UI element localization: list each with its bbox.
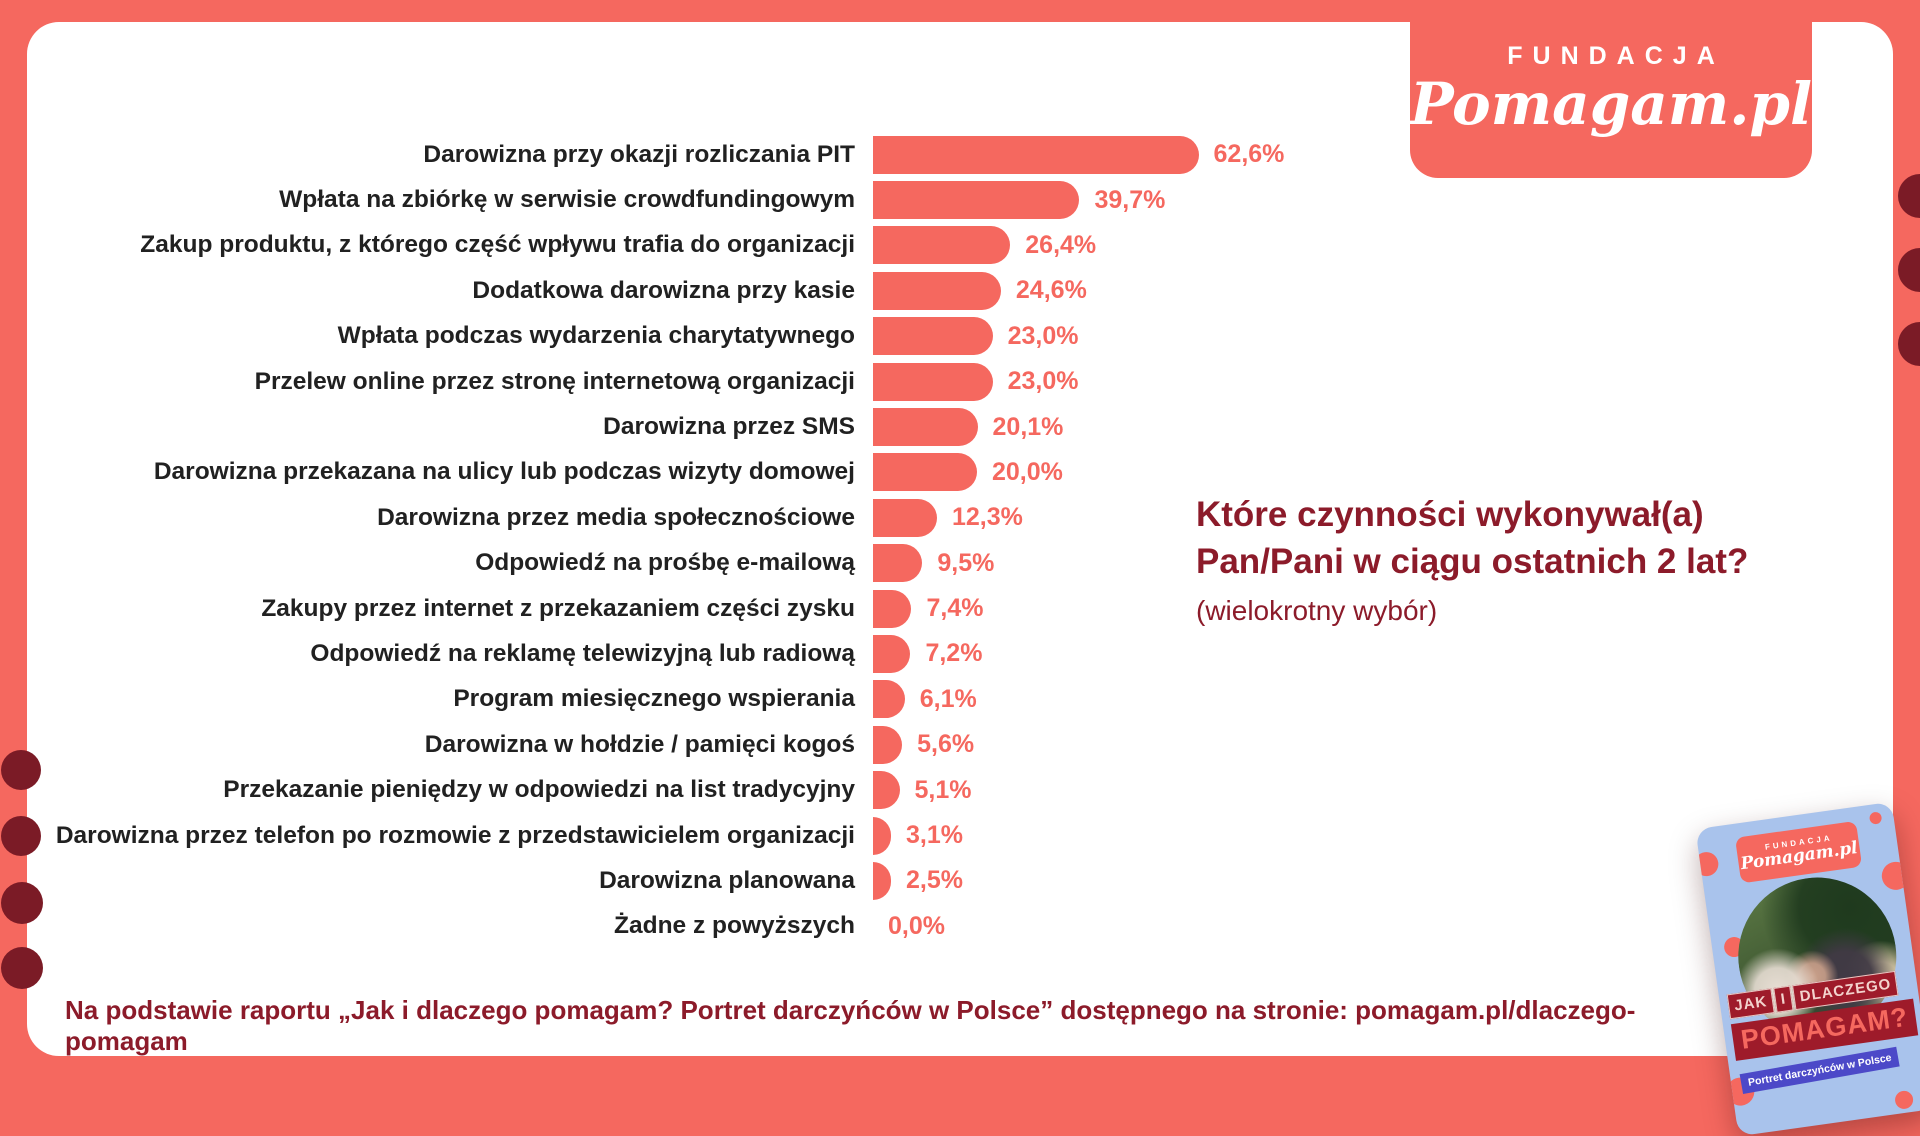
bar-value-label: 3,1%	[906, 821, 963, 850]
bar	[873, 498, 937, 537]
chart-row: Zakup produktu, z którego część wpływu t…	[78, 223, 1284, 268]
report-title-word: I	[1773, 985, 1794, 1013]
chart-row: Dodatkowa darowizna przy kasie 24,6%	[78, 268, 1284, 313]
bar-value-label: 5,1%	[914, 775, 972, 804]
bar-value-label: 39,7%	[1094, 185, 1166, 214]
bar	[873, 771, 900, 810]
bar-category-label: Darowizna przez media społecznościowe	[377, 503, 855, 531]
bar-category-label: Wpłata na zbiórkę w serwisie crowdfundin…	[279, 186, 855, 214]
decor-circle-right-2	[1898, 248, 1920, 292]
bar	[873, 408, 978, 447]
bar	[873, 362, 993, 401]
bar	[873, 226, 1011, 265]
bar-value-label: 20,0%	[992, 457, 1063, 486]
chart-row: Darowizna przez SMS 20,1%	[78, 404, 1284, 449]
bar-value-label: 9,5%	[937, 548, 995, 577]
bar-category-label: Darowizna przez SMS	[603, 413, 855, 441]
chart-row: Darowizna przez telefon po rozmowie z pr…	[55, 813, 1284, 858]
question-note: (wielokrotny wybór)	[1196, 595, 1438, 627]
bar-category-label: Program miesięcznego wspierania	[453, 685, 855, 713]
bar-category-label: Zakupy przez internet z przekazaniem czę…	[261, 594, 855, 622]
question-line-1: Które czynności wykonywał(a)	[1196, 495, 1704, 534]
chart-row: Przelew online przez stronę internetową …	[78, 359, 1284, 404]
bar	[873, 135, 1199, 174]
chart-row: Żadne z powyższych 0,0%	[78, 904, 1284, 949]
logo-text-fundacja: FUNDACJA	[1507, 41, 1725, 70]
report-decor-dot	[1880, 860, 1912, 892]
bar-category-label: Przekazanie pieniędzy w odpowiedzi na li…	[223, 776, 855, 804]
report-cover-card: FUNDACJA Pomagam.pl JAK I DLACZEGO POMAGAM…	[1695, 801, 1920, 1136]
logo-fundacja-pomagam: FUNDACJA Pomagam.pl	[1410, 0, 1812, 178]
question-line-2: Pan/Pani w ciągu ostatnich 2 lat?	[1196, 541, 1749, 581]
bar-value-label: 0,0%	[888, 911, 945, 940]
bar-value-label: 12,3%	[951, 503, 1023, 532]
decor-circle-right-1	[1898, 174, 1920, 218]
report-decor-dot	[1893, 1089, 1915, 1111]
bar-value-label: 24,6%	[1015, 276, 1087, 305]
bar-category-label: Darowizna w hołdzie / pamięci kogoś	[424, 730, 855, 758]
bar-category-label: Dodatkowa darowizna przy kasie	[472, 276, 855, 304]
bar-category-label: Odpowiedź na reklamę telewizyjną lub rad…	[310, 639, 855, 667]
bar-value-label: 62,6%	[1213, 140, 1285, 169]
source-note: Na podstawie raportu „Jak i dlaczego pom…	[65, 995, 1636, 1056]
decor-circle-left-4	[1, 947, 43, 989]
bar-category-label: Przelew online przez stronę internetową …	[254, 367, 855, 395]
bar-value-label: 6,1%	[919, 684, 977, 713]
report-logo-badge: FUNDACJA Pomagam.pl	[1734, 820, 1863, 884]
chart-row: Darowizna w hołdzie / pamięci kogoś 5,6%	[78, 722, 1284, 767]
chart-row: Zakupy przez internet z przekazaniem czę…	[78, 586, 1284, 631]
bar-value-label: 7,4%	[926, 594, 984, 623]
bar-value-label: 20,1%	[992, 412, 1064, 441]
chart-row: Darowizna planowana 2,5%	[78, 858, 1284, 903]
bar	[873, 181, 1080, 220]
chart-row: Odpowiedź na reklamę telewizyjną lub rad…	[78, 631, 1284, 676]
logo-text-pomagam-pl: Pomagam.pl	[1410, 69, 1812, 138]
chart-row: Przekazanie pieniędzy w odpowiedzi na li…	[78, 767, 1284, 812]
bar-chart: Darowizna przy okazji rozliczania PIT 62…	[55, 132, 1284, 949]
bar-value-label: 2,5%	[906, 866, 963, 895]
bar-category-label: Żadne z powyższych	[614, 912, 855, 940]
chart-row: Wpłata podczas wydarzenia charytatywnego…	[78, 314, 1284, 359]
bar-category-label: Odpowiedź na prośbę e-mailową	[475, 549, 855, 577]
chart-row: Darowizna przy okazji rozliczania PIT 62…	[78, 132, 1284, 177]
report-decor-dot	[1868, 811, 1883, 825]
chart-row: Odpowiedź na prośbę e-mailową 9,5%	[78, 541, 1284, 586]
decor-circle-right-3	[1898, 322, 1920, 366]
decor-circle-left-2	[1, 816, 41, 856]
bar-category-label: Darowizna przez telefon po rozmowie z pr…	[55, 821, 855, 849]
chart-row: Darowizna przez media społecznościowe 12…	[78, 495, 1284, 540]
chart-question: Które czynności wykonywał(a) Pan/Pani w …	[1196, 492, 1856, 627]
bar-value-label: 23,0%	[1007, 321, 1079, 350]
bar-value-label: 26,4%	[1025, 230, 1097, 259]
bar	[873, 816, 891, 855]
bar	[873, 271, 1001, 310]
bar-value-label: 5,6%	[917, 730, 975, 759]
bar-category-label: Darowizna przekazana na ulicy lub podcza…	[153, 458, 855, 486]
bar	[873, 680, 905, 719]
bar-category-label: Zakup produktu, z którego część wpływu t…	[140, 231, 855, 259]
chart-row: Wpłata na zbiórkę w serwisie crowdfundin…	[78, 177, 1284, 222]
bar	[873, 317, 993, 356]
bar	[873, 544, 923, 583]
decor-circle-left-1	[1, 750, 41, 790]
chart-row: Program miesięcznego wspierania 6,1%	[78, 677, 1284, 722]
chart-row: Darowizna przekazana na ulicy lub podcza…	[78, 450, 1284, 495]
bar	[873, 453, 977, 492]
bar	[873, 589, 912, 628]
bar-category-label: Darowizna planowana	[599, 866, 855, 894]
bar	[873, 634, 911, 673]
bar	[873, 725, 903, 764]
bar-value-label: 7,2%	[925, 639, 983, 668]
bar-category-label: Darowizna przy okazji rozliczania PIT	[423, 140, 855, 168]
bar-category-label: Wpłata podczas wydarzenia charytatywnego	[337, 322, 855, 350]
decor-circle-left-3	[1, 882, 43, 924]
bar	[873, 861, 891, 900]
bar-value-label: 23,0%	[1007, 367, 1079, 396]
